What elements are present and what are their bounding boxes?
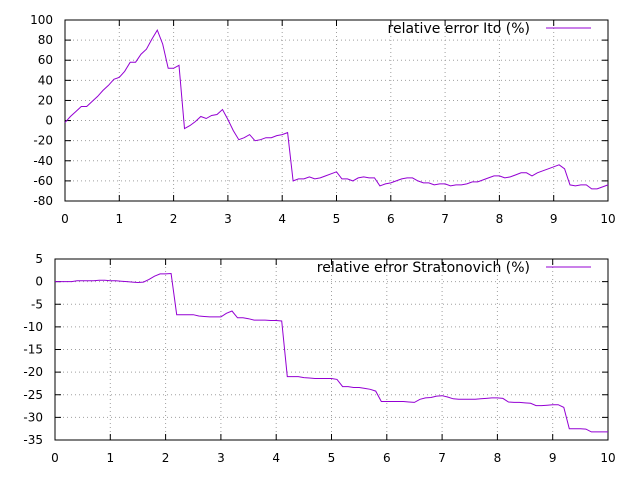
x-tick-label: 3 bbox=[217, 451, 225, 465]
y-tick-label: -40 bbox=[33, 154, 53, 168]
y-tick-label: -80 bbox=[33, 194, 53, 208]
y-tick-label: -35 bbox=[23, 433, 43, 447]
x-tick-label: 0 bbox=[51, 451, 59, 465]
y-tick-label: -15 bbox=[23, 343, 43, 357]
x-tick-label: 6 bbox=[383, 451, 391, 465]
legend-label: relative error Ito (%) bbox=[388, 21, 530, 37]
x-tick-label: 0 bbox=[61, 212, 69, 226]
ito-error-plot: -80 -60 -40 -20 0 20 40 60 80 100 0 1 2 3 4 5 6 7 8 9 10 rela… bbox=[30, 13, 616, 226]
y-tick-label: 20 bbox=[38, 93, 53, 107]
y-tick-label: -10 bbox=[23, 320, 43, 334]
x-tick-label: 9 bbox=[550, 212, 558, 226]
y-tick-label: -5 bbox=[31, 297, 43, 311]
x-tick-label: 8 bbox=[494, 451, 502, 465]
y-tick-label: 100 bbox=[30, 13, 53, 27]
x-tick-label: 3 bbox=[224, 212, 232, 226]
x-tick-label: 4 bbox=[278, 212, 286, 226]
x-tick-label: 2 bbox=[170, 212, 178, 226]
y-tick-label: 5 bbox=[35, 252, 43, 266]
y-tick-label: 80 bbox=[38, 33, 53, 47]
x-tick-label: 7 bbox=[438, 451, 446, 465]
x-tick-label: 1 bbox=[115, 212, 123, 226]
y-tick-label: 0 bbox=[35, 275, 43, 289]
x-tick-label: 7 bbox=[441, 212, 449, 226]
series-line-ito bbox=[64, 28, 609, 190]
y-tick-label: -30 bbox=[23, 410, 43, 424]
y-tick-label: 0 bbox=[45, 114, 53, 128]
y-tick-label: -20 bbox=[33, 134, 53, 148]
x-tick-label: 9 bbox=[549, 451, 557, 465]
x-tick-label: 4 bbox=[272, 451, 280, 465]
y-tick-label: -60 bbox=[33, 174, 53, 188]
x-tick-label: 8 bbox=[496, 212, 504, 226]
x-tick-label: 1 bbox=[106, 451, 114, 465]
x-tick-label: 10 bbox=[600, 212, 615, 226]
legend-label: relative error Stratonovich (%) bbox=[317, 260, 530, 276]
x-tick-label: 10 bbox=[600, 451, 615, 465]
x-tick-label: 5 bbox=[328, 451, 336, 465]
x-tick-label: 5 bbox=[333, 212, 341, 226]
plot-frame bbox=[64, 19, 609, 202]
y-tick-label: 60 bbox=[38, 53, 53, 67]
stratonovich-error-plot: -35 -30 -25 -20 -15 -10 -5 0 5 0 1 2 3 4 5 6 7 8 9 10 relati… bbox=[23, 252, 615, 465]
series-line-stratonovich bbox=[55, 272, 608, 433]
x-tick-label: 6 bbox=[387, 212, 395, 226]
x-tick-label: 2 bbox=[162, 451, 170, 465]
y-tick-label: 40 bbox=[38, 73, 53, 87]
y-tick-label: -25 bbox=[23, 388, 43, 402]
y-tick-label: -20 bbox=[23, 365, 43, 379]
